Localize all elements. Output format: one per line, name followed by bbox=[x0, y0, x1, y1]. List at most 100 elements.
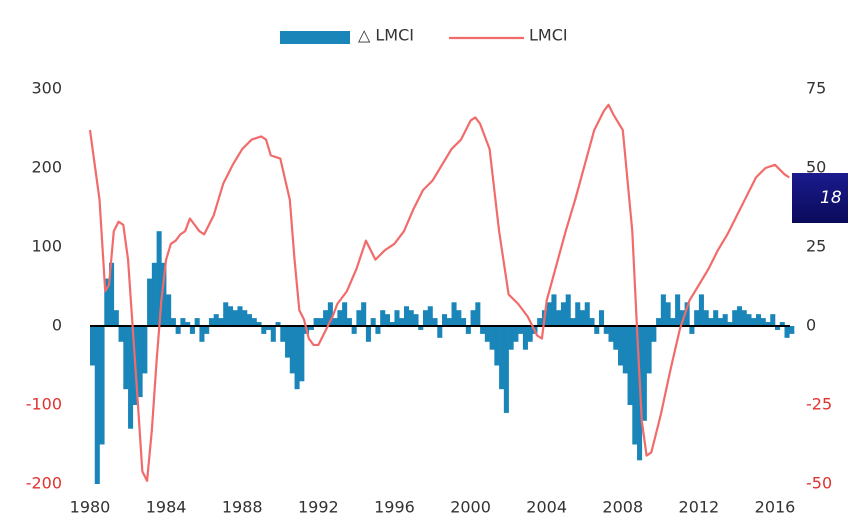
bar bbox=[389, 322, 395, 326]
bar bbox=[346, 318, 352, 326]
bar bbox=[289, 326, 295, 374]
y2-tick-label: -50 bbox=[806, 474, 832, 493]
bar bbox=[499, 326, 505, 390]
bar bbox=[751, 318, 757, 326]
bar bbox=[789, 326, 795, 334]
bar bbox=[337, 310, 343, 326]
bar bbox=[651, 326, 657, 342]
bar bbox=[175, 326, 181, 334]
bar bbox=[361, 302, 367, 326]
y2-tick-label: 50 bbox=[806, 158, 826, 177]
y2-tick-label: 25 bbox=[806, 237, 826, 256]
bar bbox=[399, 318, 405, 326]
bar bbox=[194, 318, 200, 326]
bar bbox=[518, 326, 524, 334]
bar bbox=[656, 318, 662, 326]
bar bbox=[627, 326, 633, 405]
bar bbox=[489, 326, 495, 350]
bar bbox=[513, 326, 519, 342]
bar bbox=[608, 326, 614, 342]
bar bbox=[727, 322, 733, 326]
bar bbox=[308, 326, 314, 330]
bar bbox=[670, 318, 676, 326]
bar bbox=[408, 310, 414, 326]
bar bbox=[156, 231, 162, 326]
x-tick-label: 2000 bbox=[450, 498, 491, 517]
x-tick-label: 1984 bbox=[146, 498, 187, 517]
y-tick-label: -200 bbox=[26, 474, 62, 493]
bar bbox=[403, 306, 410, 326]
bar bbox=[760, 318, 766, 326]
bar bbox=[442, 314, 448, 326]
bar bbox=[104, 278, 110, 326]
bar bbox=[204, 326, 210, 334]
bar bbox=[679, 310, 685, 326]
y-tick-label: 300 bbox=[31, 79, 62, 98]
annotation: 18 bbox=[820, 188, 842, 208]
bar bbox=[266, 326, 272, 330]
bar bbox=[218, 318, 224, 326]
y2-tick-label: 0 bbox=[806, 316, 816, 335]
bar bbox=[123, 326, 129, 390]
bar bbox=[746, 314, 752, 326]
bar bbox=[256, 322, 262, 326]
bar bbox=[128, 326, 134, 429]
x-tick-label: 1988 bbox=[222, 498, 263, 517]
bar bbox=[484, 326, 490, 342]
bar bbox=[394, 310, 400, 326]
bar bbox=[118, 326, 124, 342]
bar bbox=[422, 310, 429, 326]
bar bbox=[594, 326, 600, 334]
bar bbox=[646, 326, 652, 374]
bar bbox=[618, 326, 624, 366]
bar bbox=[598, 310, 605, 326]
bar bbox=[142, 326, 148, 374]
x-tick-label: 2012 bbox=[679, 498, 720, 517]
bar bbox=[660, 294, 666, 326]
y2-tick-label: 75 bbox=[806, 79, 826, 98]
bar bbox=[508, 326, 514, 350]
bar bbox=[684, 302, 690, 326]
bar bbox=[432, 318, 438, 326]
bar bbox=[166, 294, 172, 326]
bar bbox=[327, 302, 333, 326]
bar bbox=[708, 318, 714, 326]
bar bbox=[380, 310, 386, 326]
bar bbox=[237, 306, 243, 326]
bar bbox=[161, 262, 167, 326]
bar bbox=[199, 326, 205, 342]
bar bbox=[151, 262, 157, 326]
bar bbox=[736, 306, 743, 326]
bar bbox=[694, 310, 700, 326]
bar bbox=[113, 310, 119, 326]
bar bbox=[503, 326, 509, 413]
bar bbox=[641, 326, 647, 421]
y-tick-label: 200 bbox=[31, 158, 62, 177]
bar bbox=[280, 326, 286, 342]
bar bbox=[90, 326, 96, 366]
bar bbox=[717, 318, 723, 326]
bar bbox=[270, 326, 276, 342]
bar bbox=[755, 314, 762, 326]
bar bbox=[318, 318, 324, 326]
legend-label: △ LMCI bbox=[358, 26, 414, 45]
bar bbox=[546, 302, 552, 326]
y-tick-label: 100 bbox=[31, 237, 62, 256]
bar bbox=[227, 306, 234, 326]
bar bbox=[189, 326, 195, 334]
bar bbox=[356, 310, 362, 326]
bar bbox=[99, 326, 105, 445]
bar bbox=[613, 326, 619, 350]
bar bbox=[722, 314, 728, 326]
bar bbox=[342, 302, 348, 326]
bar bbox=[603, 326, 609, 334]
annotation-box bbox=[792, 173, 848, 223]
bar bbox=[251, 318, 257, 326]
bar bbox=[223, 302, 229, 326]
bar bbox=[584, 302, 590, 326]
bar bbox=[570, 318, 576, 326]
bar bbox=[784, 326, 790, 338]
bar bbox=[703, 310, 709, 326]
bar bbox=[579, 310, 586, 326]
